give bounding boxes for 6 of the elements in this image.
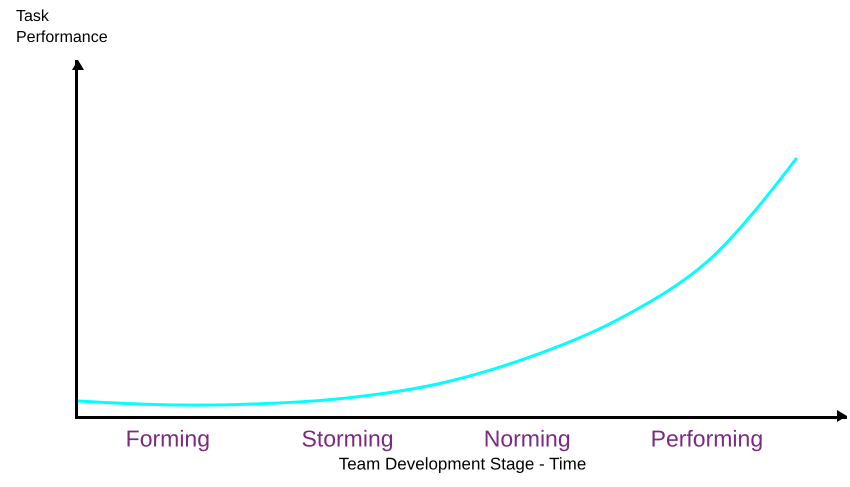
x-tick-label: Storming [301, 425, 394, 452]
x-tick-label: Performing [650, 425, 764, 452]
x-axis-title: Team Development Stage - Time [338, 454, 586, 474]
text: Task Performance [16, 8, 108, 46]
x-tick-label: Norming [484, 425, 571, 452]
x-tick-label: Forming [126, 425, 210, 452]
